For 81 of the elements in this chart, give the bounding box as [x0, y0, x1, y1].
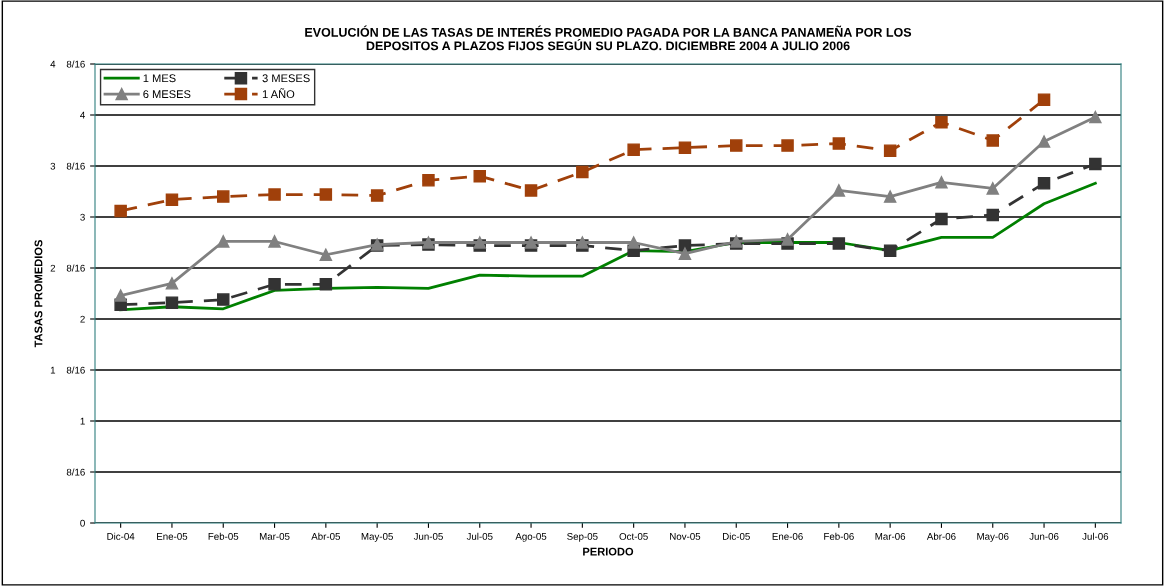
legend-label: 3 MESES — [262, 74, 310, 83]
x-tick-label: Jul-05 — [466, 532, 493, 540]
x-tick-label: Feb-05 — [208, 532, 239, 540]
x-axis-title: PERIODO — [583, 547, 634, 556]
legend-label: 6 MESES — [143, 90, 191, 99]
point — [1089, 110, 1102, 124]
point — [832, 184, 846, 197]
point — [832, 237, 846, 250]
point — [935, 176, 948, 189]
point — [268, 188, 281, 201]
point — [883, 244, 897, 257]
x-tick-label: Nov-05 — [670, 532, 701, 540]
point — [832, 137, 846, 150]
point — [678, 247, 692, 260]
y-tick-label: 2 8/16 — [50, 264, 85, 272]
point — [781, 233, 794, 246]
y-tick-label: 2 — [80, 315, 85, 323]
point — [576, 165, 589, 179]
x-tick-label: Ago-05 — [515, 532, 547, 542]
point — [627, 143, 640, 156]
point — [729, 139, 743, 152]
point — [935, 212, 948, 226]
point — [114, 204, 127, 218]
point — [216, 293, 230, 306]
point — [165, 296, 179, 309]
point — [986, 208, 1000, 222]
y-tick-label: 1 8/16 — [50, 366, 85, 374]
point — [678, 239, 692, 252]
y-tick-label: 8/16 — [66, 468, 85, 476]
point — [216, 190, 230, 203]
point — [986, 182, 1000, 195]
point — [165, 193, 179, 206]
x-tick-label: May-05 — [361, 532, 393, 542]
point — [1037, 93, 1051, 106]
point — [268, 278, 281, 291]
x-tick-label: Mar-06 — [875, 532, 906, 540]
x-tick-label: Abr-05 — [311, 532, 341, 540]
legend-label: 1 MES — [143, 74, 176, 83]
x-tick-label: Jul-06 — [1082, 532, 1109, 540]
y-tick-label: 3 8/16 — [50, 162, 85, 170]
x-tick-label: Abr-06 — [926, 532, 956, 540]
point — [986, 134, 1000, 147]
x-tick-label: Sep-05 — [567, 532, 598, 542]
x-tick-label: Oct-05 — [619, 532, 648, 540]
x-tick-label: Mar-05 — [259, 532, 290, 540]
point — [781, 139, 794, 152]
point — [370, 189, 384, 202]
x-tick-label: Jun-05 — [413, 532, 443, 540]
point — [524, 184, 538, 197]
x-tick-label: Jun-06 — [1029, 532, 1059, 540]
point — [114, 289, 127, 302]
x-tick-label: Feb-06 — [824, 532, 854, 540]
y-tick-label: 3 — [80, 213, 85, 221]
point — [422, 174, 435, 187]
point — [319, 188, 333, 201]
point — [883, 190, 897, 203]
point — [678, 141, 692, 154]
point — [319, 248, 333, 261]
y-axis-title: TASAS PROMEDIOS — [34, 240, 43, 348]
point — [319, 278, 333, 291]
point — [627, 236, 640, 249]
point — [216, 235, 230, 248]
y-tick-label: 4 — [80, 111, 85, 119]
x-tick-label: May-06 — [977, 532, 1009, 542]
legend-label: 1 AÑO — [262, 88, 295, 99]
point — [268, 235, 281, 248]
point — [165, 277, 179, 290]
y-tick-label: 1 — [80, 417, 85, 425]
point — [1037, 177, 1051, 190]
x-tick-label: Ene-06 — [772, 532, 803, 540]
point — [1089, 157, 1102, 171]
point — [473, 169, 487, 183]
point — [1037, 135, 1051, 148]
point — [883, 144, 897, 157]
y-tick-label: 4 8/16 — [50, 60, 85, 68]
chart-title: EVOLUCIÓN DE LAS TASAS DE INTERÉS PROMEDIO PAGADA POR LA BANCA PANAMEÑA POR LOS DEPOSITOS A PLAZOS FIJOS SEGÚN SU PLAZO. DICIEMBRE 2004 A JULIO 2006 — [305, 25, 912, 51]
x-tick-label: Dic-05 — [723, 532, 750, 540]
x-tick-label: Ene-05 — [157, 532, 188, 540]
y-tick-label: 0 — [80, 519, 85, 527]
point — [935, 115, 948, 129]
x-tick-label: Dic-04 — [107, 532, 135, 540]
